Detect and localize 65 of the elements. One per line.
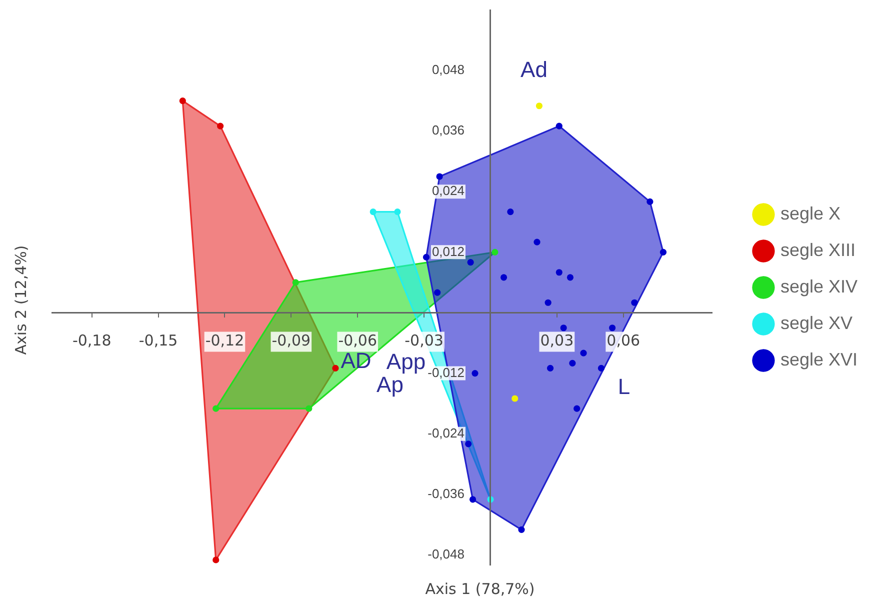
- y-tick-label: 0,036: [432, 122, 464, 138]
- point: [422, 254, 430, 261]
- y-tick-label: -0,036: [428, 486, 464, 501]
- y-tick-label: 0,024: [432, 183, 464, 198]
- point: [512, 395, 518, 402]
- point: [569, 360, 576, 366]
- legend-label: segle XIV: [780, 276, 858, 296]
- x-tick-label: -0,09: [272, 332, 311, 350]
- x-tick-label: -0,06: [338, 332, 378, 350]
- point: [580, 350, 587, 356]
- legend-label: segle X: [780, 203, 840, 224]
- point: [631, 299, 638, 306]
- point: [566, 274, 574, 281]
- point: [332, 364, 339, 372]
- y-axis-title: Axis 2 (12,4%): [12, 245, 30, 355]
- y-tick-label: -0,012: [428, 364, 464, 380]
- x-tick-label: 0,06: [606, 332, 640, 350]
- point: [467, 258, 474, 266]
- y-tick-label: 0,012: [432, 244, 464, 259]
- point: [536, 102, 543, 110]
- point: [574, 405, 580, 412]
- point: [370, 208, 376, 216]
- point: [472, 370, 478, 377]
- annotation: L: [618, 374, 630, 400]
- y-tick-label: -0,024: [428, 425, 464, 440]
- point: [556, 269, 562, 276]
- x-tick-label: -0,12: [205, 332, 244, 350]
- point: [212, 556, 220, 564]
- point: [394, 208, 401, 216]
- point: [660, 248, 667, 256]
- point: [469, 496, 476, 503]
- point: [217, 122, 224, 130]
- legend-label: segle XVI: [780, 349, 858, 370]
- x-tick-label: -0,15: [138, 332, 178, 350]
- legend-label: segle XIII: [780, 240, 856, 260]
- annotation: Ad: [520, 57, 548, 82]
- point: [518, 526, 525, 533]
- point: [507, 208, 514, 216]
- point: [544, 299, 552, 306]
- x-tick-label: 0,03: [540, 332, 574, 350]
- point: [646, 198, 654, 206]
- point: [212, 405, 220, 412]
- point: [598, 364, 605, 372]
- point: [306, 405, 312, 412]
- point: [608, 324, 616, 332]
- point: [179, 98, 186, 104]
- x-axis-title: Axis 1 (78,7%): [425, 580, 535, 598]
- y-tick-label: -0,048: [428, 546, 464, 562]
- point: [534, 238, 540, 246]
- point: [292, 279, 299, 286]
- point: [556, 122, 562, 130]
- point: [500, 274, 508, 281]
- annotation: AD: [340, 348, 372, 374]
- annotation: App: [386, 349, 426, 374]
- point: [436, 173, 443, 180]
- point: [465, 440, 472, 448]
- point: [492, 248, 498, 256]
- y-tick-label: 0,048: [432, 62, 464, 78]
- point: [434, 289, 441, 296]
- annotation: Ap: [376, 372, 404, 398]
- x-tick-label: -0,18: [72, 332, 112, 350]
- point: [546, 364, 554, 372]
- legend-label: segle XV: [780, 312, 852, 333]
- x-tick-label: -0,03: [404, 332, 444, 350]
- point: [560, 324, 567, 332]
